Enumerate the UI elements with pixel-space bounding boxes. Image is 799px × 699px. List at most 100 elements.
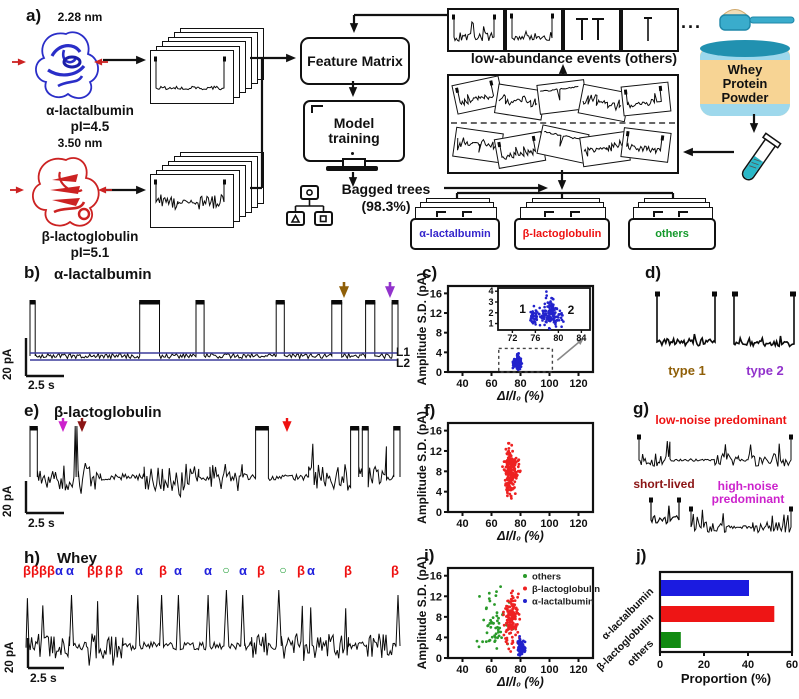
folder-label-1: β-lactoglobulin (522, 228, 602, 240)
low-abundance-thumbnail-1 (447, 8, 505, 52)
event-label: β (391, 563, 399, 578)
panel-e-label: e) (24, 401, 40, 420)
svg-text:100: 100 (540, 378, 558, 390)
panel-h-label: h) (24, 548, 41, 567)
svg-text:40: 40 (456, 518, 468, 530)
svg-text:80: 80 (514, 378, 526, 390)
svg-text:Proportion (%): Proportion (%) (681, 671, 771, 686)
trace-b (24, 282, 399, 378)
svg-text:2: 2 (488, 308, 493, 318)
event-label-row: β β β β α α β β β β α β α α ○ α β ○ β α β β (0, 563, 420, 581)
svg-text:40: 40 (456, 664, 468, 676)
protein1-name: α-lactalbumin (46, 103, 134, 118)
whey-can-line2: Protein (722, 76, 768, 91)
scatter-plot-i: 40 60 80 100 120 0 4 8 12 16 ΔI/I₀ (%) Amplitude S.… (415, 557, 600, 689)
protein2-pi: pI=5.1 (70, 245, 110, 260)
svg-text:others: others (532, 572, 561, 583)
model-training-monitor: Model training (303, 100, 405, 162)
trace-g-short-lived (649, 497, 681, 525)
protein1-size-label: 2.28 nm (57, 10, 103, 24)
whey-can-line3: Powder (721, 90, 769, 105)
monitor-stand-base (326, 166, 378, 171)
event-label: α (174, 563, 182, 578)
event-label: α (239, 563, 247, 578)
svg-text:16: 16 (430, 426, 442, 438)
svg-text:1: 1 (519, 302, 526, 316)
bar-chart-j: 0 20 40 60α-lactalbuminβ-lactoglobulinother… (594, 570, 798, 686)
scale-h-current: 20 pA (4, 641, 16, 673)
scale-b-current: 20 pA (2, 348, 14, 380)
trace-d-type1 (655, 291, 717, 348)
level-l1-label: L1 (396, 345, 411, 359)
caption-short-lived: short-lived (633, 477, 695, 491)
event-label: β (257, 563, 265, 578)
svg-text:ΔI/I₀ (%): ΔI/I₀ (%) (496, 529, 544, 543)
monitor-camera-dot (351, 152, 354, 155)
svg-text:80: 80 (514, 518, 526, 530)
svg-text:20: 20 (698, 659, 710, 671)
svg-text:0: 0 (657, 659, 663, 671)
panel-j-label: j) (636, 546, 647, 565)
panel-h-title: Whey (57, 550, 98, 567)
event-label: α (307, 563, 315, 578)
svg-text:Amplitude S.D. (pA): Amplitude S.D. (pA) (415, 557, 429, 670)
event-label: β (344, 563, 352, 578)
trace-card (150, 174, 234, 228)
low-abundance-label: low-abundance events (others) (470, 50, 678, 66)
svg-text:60: 60 (485, 664, 497, 676)
svg-text:40: 40 (456, 378, 468, 390)
svg-text:ΔI/I₀ (%): ΔI/I₀ (%) (496, 675, 544, 689)
event-card (452, 126, 504, 164)
svg-text:16: 16 (430, 571, 442, 583)
event-label: β (297, 563, 305, 578)
svg-text:α-lactalbumin: α-lactalbumin (532, 597, 594, 608)
level-l2-label: L2 (396, 356, 411, 370)
event-card (577, 83, 631, 123)
panel-d-label: d) (645, 263, 662, 282)
bagged-trees-accuracy: (98.3%) (361, 198, 411, 214)
trace-g-low-noise (637, 434, 793, 467)
trace-d-type2 (732, 291, 796, 349)
folder-label-2: others (655, 228, 689, 240)
svg-text:80: 80 (553, 333, 563, 343)
event-label: β (87, 563, 95, 578)
svg-text:76: 76 (530, 333, 540, 343)
type2-label: type 2 (746, 363, 784, 378)
bagged-trees-icon (286, 185, 333, 226)
event-card (451, 76, 505, 115)
trace-e (24, 418, 401, 515)
folder-others: others (628, 198, 716, 250)
caption-low-noise: low-noise predominant (655, 413, 787, 427)
svg-text:40: 40 (742, 659, 754, 671)
type1-label: type 1 (668, 363, 706, 378)
trace-g-high-noise (689, 506, 793, 534)
event-card (536, 79, 588, 115)
panel-c-label: c) (422, 263, 438, 282)
panel-e-title: β-lactoglobulin (54, 404, 162, 421)
model-training-line1: Model (333, 115, 375, 131)
svg-text:100: 100 (540, 664, 558, 676)
svg-text:Amplitude S.D. (pA): Amplitude S.D. (pA) (415, 273, 429, 386)
whey-can-line1: Whey (727, 62, 763, 77)
event-label: ○ (222, 563, 230, 577)
alpha-lactalbumin-structure-icon (35, 31, 99, 99)
svg-text:Amplitude S.D. (pA): Amplitude S.D. (pA) (415, 411, 429, 524)
protein2-size-label: 3.50 nm (57, 136, 103, 150)
event-label: β (39, 563, 47, 578)
event-card (579, 130, 631, 168)
scale-b-time: 2.5 s (28, 378, 55, 392)
panel-g-label: g) (633, 399, 650, 418)
model-training-line2: training (328, 130, 380, 146)
scale-e-time: 2.5 s (28, 516, 55, 530)
svg-text:4: 4 (488, 286, 493, 296)
svg-text:4: 4 (436, 632, 443, 644)
svg-text:0: 0 (436, 507, 442, 519)
feature-matrix-label: Feature Matrix (307, 53, 403, 69)
feature-matrix-box: Feature Matrix (300, 37, 410, 85)
event-label: ○ (279, 563, 287, 577)
event-label: β (159, 563, 167, 578)
svg-text:120: 120 (569, 378, 587, 390)
panel-b-label: b) (24, 263, 41, 282)
event-label: α (204, 563, 212, 578)
